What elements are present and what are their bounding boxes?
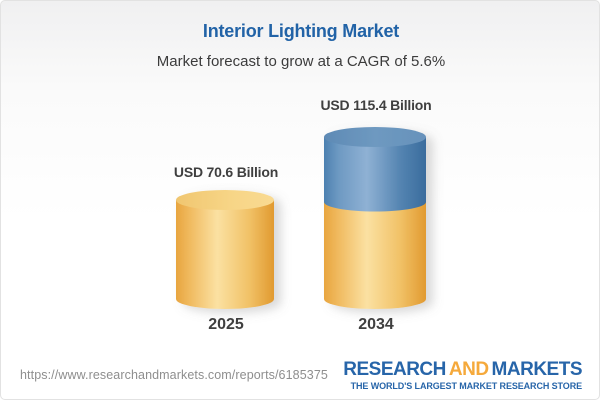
brand-tagline: THE WORLD'S LARGEST MARKET RESEARCH STOR… xyxy=(350,381,582,391)
cylinder-2034-top xyxy=(324,127,426,147)
cylinder-2025-top xyxy=(176,190,274,210)
brand-logo-wordmark: RESEARCH AND MARKETS xyxy=(343,360,582,379)
brand-logo: RESEARCH AND MARKETS THE WORLD'S LARGEST M… xyxy=(343,360,582,391)
cylinder-2034-yellow-segment xyxy=(324,202,426,309)
logo-word-and: AND xyxy=(448,359,489,380)
report-url-link[interactable]: https://www.researchandmarkets.com/repor… xyxy=(20,368,328,382)
logo-word-research: RESEARCH xyxy=(343,359,446,380)
cylinder-2034-blue-segment xyxy=(324,137,426,212)
category-label-2034: 2034 xyxy=(358,316,394,333)
chart-title: Interior Lighting Market xyxy=(202,21,400,41)
value-label-2034: USD 115.4 Billion xyxy=(320,97,432,113)
cylinder-2025-body xyxy=(176,200,274,309)
cylinder-2034 xyxy=(324,127,426,309)
value-label-2025: USD 70.6 Billion xyxy=(173,164,279,180)
logo-word-markets: MARKETS xyxy=(491,359,583,380)
category-label-2025: 2025 xyxy=(208,316,244,333)
cylinder-2025 xyxy=(176,190,274,309)
chart-subtitle: Market forecast to grow at a CAGR of 5.6… xyxy=(156,53,446,70)
